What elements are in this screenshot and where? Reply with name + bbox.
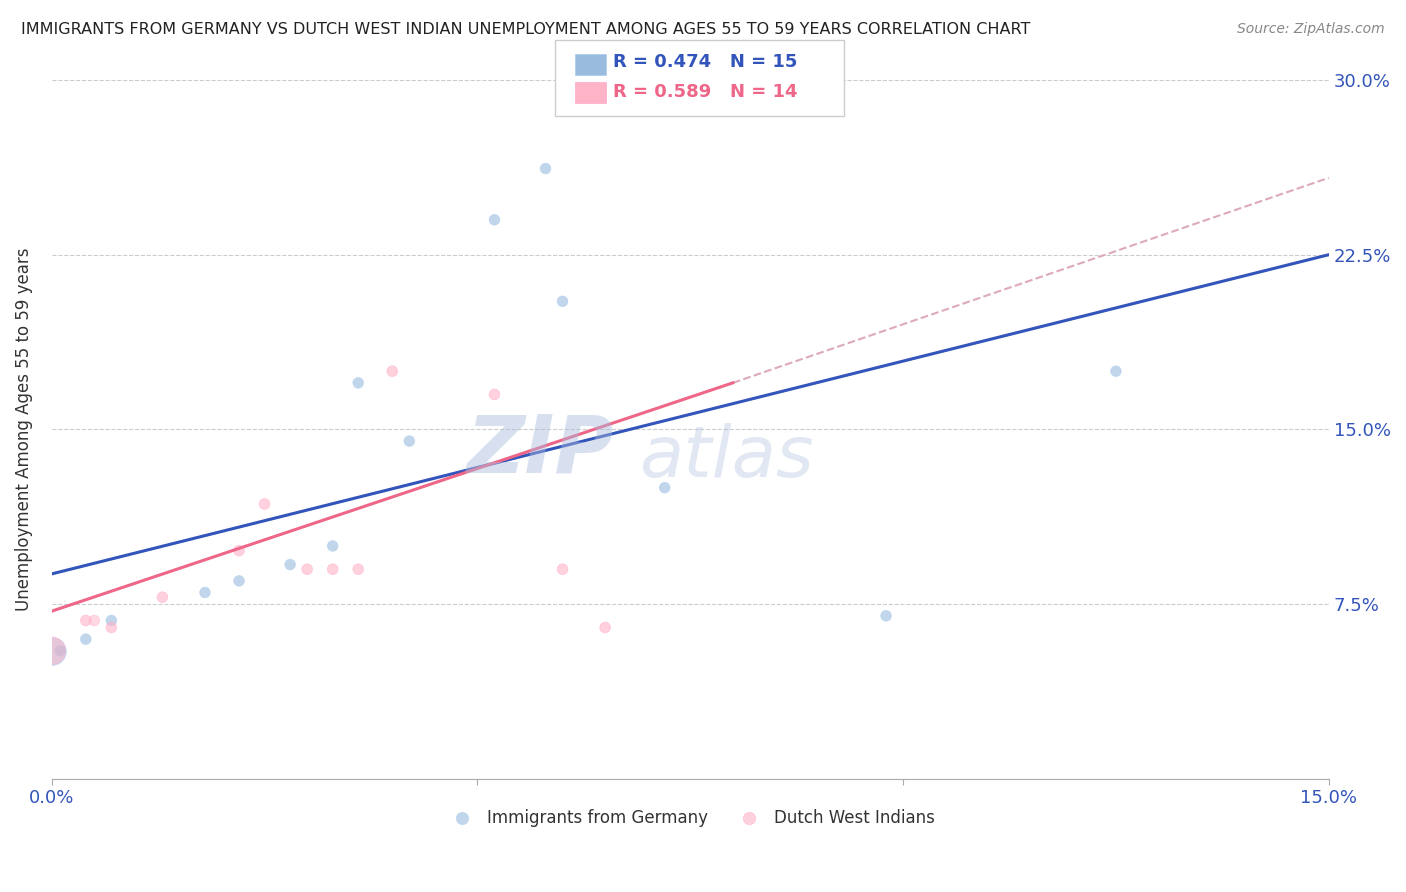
Point <box>484 212 506 227</box>
Point <box>75 614 97 628</box>
Point <box>278 558 301 572</box>
Point <box>295 562 318 576</box>
Point <box>875 608 897 623</box>
Y-axis label: Unemployment Among Ages 55 to 59 years: Unemployment Among Ages 55 to 59 years <box>15 248 32 611</box>
Text: R = 0.474   N = 15: R = 0.474 N = 15 <box>613 54 797 71</box>
Point <box>100 614 122 628</box>
Point <box>654 481 676 495</box>
Point <box>41 644 63 658</box>
Point <box>100 620 122 634</box>
Point <box>551 294 574 309</box>
Text: Source: ZipAtlas.com: Source: ZipAtlas.com <box>1237 22 1385 37</box>
Text: atlas: atlas <box>640 423 814 491</box>
Point <box>593 620 616 634</box>
Point <box>347 562 370 576</box>
Point <box>41 644 63 658</box>
Point <box>484 387 506 401</box>
Point <box>253 497 276 511</box>
Point <box>381 364 404 378</box>
Text: ZIP: ZIP <box>467 411 613 490</box>
Point <box>152 590 174 604</box>
Point <box>398 434 420 449</box>
Point <box>322 539 344 553</box>
Point <box>322 562 344 576</box>
Point <box>75 632 97 647</box>
Point <box>228 574 250 588</box>
Point <box>347 376 370 390</box>
Point <box>534 161 557 176</box>
Point <box>551 562 574 576</box>
Point <box>83 614 105 628</box>
Point <box>1105 364 1128 378</box>
Point <box>228 543 250 558</box>
Point <box>49 644 72 658</box>
Point <box>194 585 217 599</box>
Legend: Immigrants from Germany, Dutch West Indians: Immigrants from Germany, Dutch West Indi… <box>439 802 942 833</box>
Text: R = 0.589   N = 14: R = 0.589 N = 14 <box>613 83 797 101</box>
Text: IMMIGRANTS FROM GERMANY VS DUTCH WEST INDIAN UNEMPLOYMENT AMONG AGES 55 TO 59 YE: IMMIGRANTS FROM GERMANY VS DUTCH WEST IN… <box>21 22 1031 37</box>
